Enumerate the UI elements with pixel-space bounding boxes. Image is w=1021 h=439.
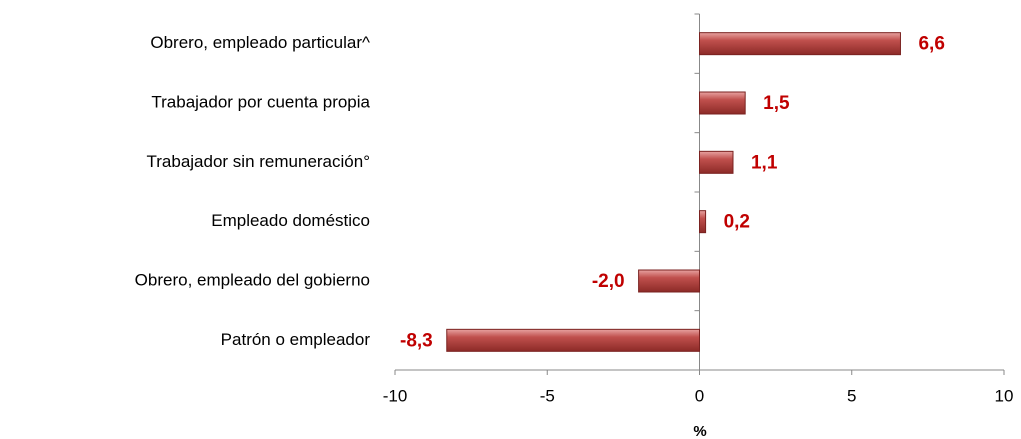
y-tick-label: Trabajador sin remuneración° — [147, 152, 371, 171]
y-tick-label: Trabajador por cuenta propia — [151, 92, 370, 111]
y-tick-label: Patrón o empleador — [221, 330, 371, 349]
bar — [699, 32, 901, 56]
x-tick-label: -5 — [540, 386, 555, 405]
bar — [638, 269, 700, 293]
value-label: 1,5 — [763, 93, 790, 114]
x-tick-label: 10 — [995, 386, 1014, 405]
value-label: 0,2 — [724, 212, 750, 233]
y-tick-label: Obrero, empleado particular^ — [150, 33, 370, 52]
value-label: 6,6 — [918, 34, 944, 55]
x-axis-label: % — [693, 423, 706, 439]
value-label: -8,3 — [400, 330, 433, 351]
bar — [446, 328, 701, 352]
x-tick-label: 5 — [847, 386, 856, 405]
y-tick-label: Empleado doméstico — [211, 211, 370, 230]
bar — [699, 91, 746, 115]
bar — [699, 150, 734, 174]
x-tick-label: -10 — [383, 386, 408, 405]
value-label: -2,0 — [592, 271, 625, 292]
x-tick-label: 0 — [695, 386, 704, 405]
value-label: 1,1 — [751, 152, 778, 173]
bar — [699, 210, 707, 234]
y-tick-label: Obrero, empleado del gobierno — [135, 270, 370, 289]
